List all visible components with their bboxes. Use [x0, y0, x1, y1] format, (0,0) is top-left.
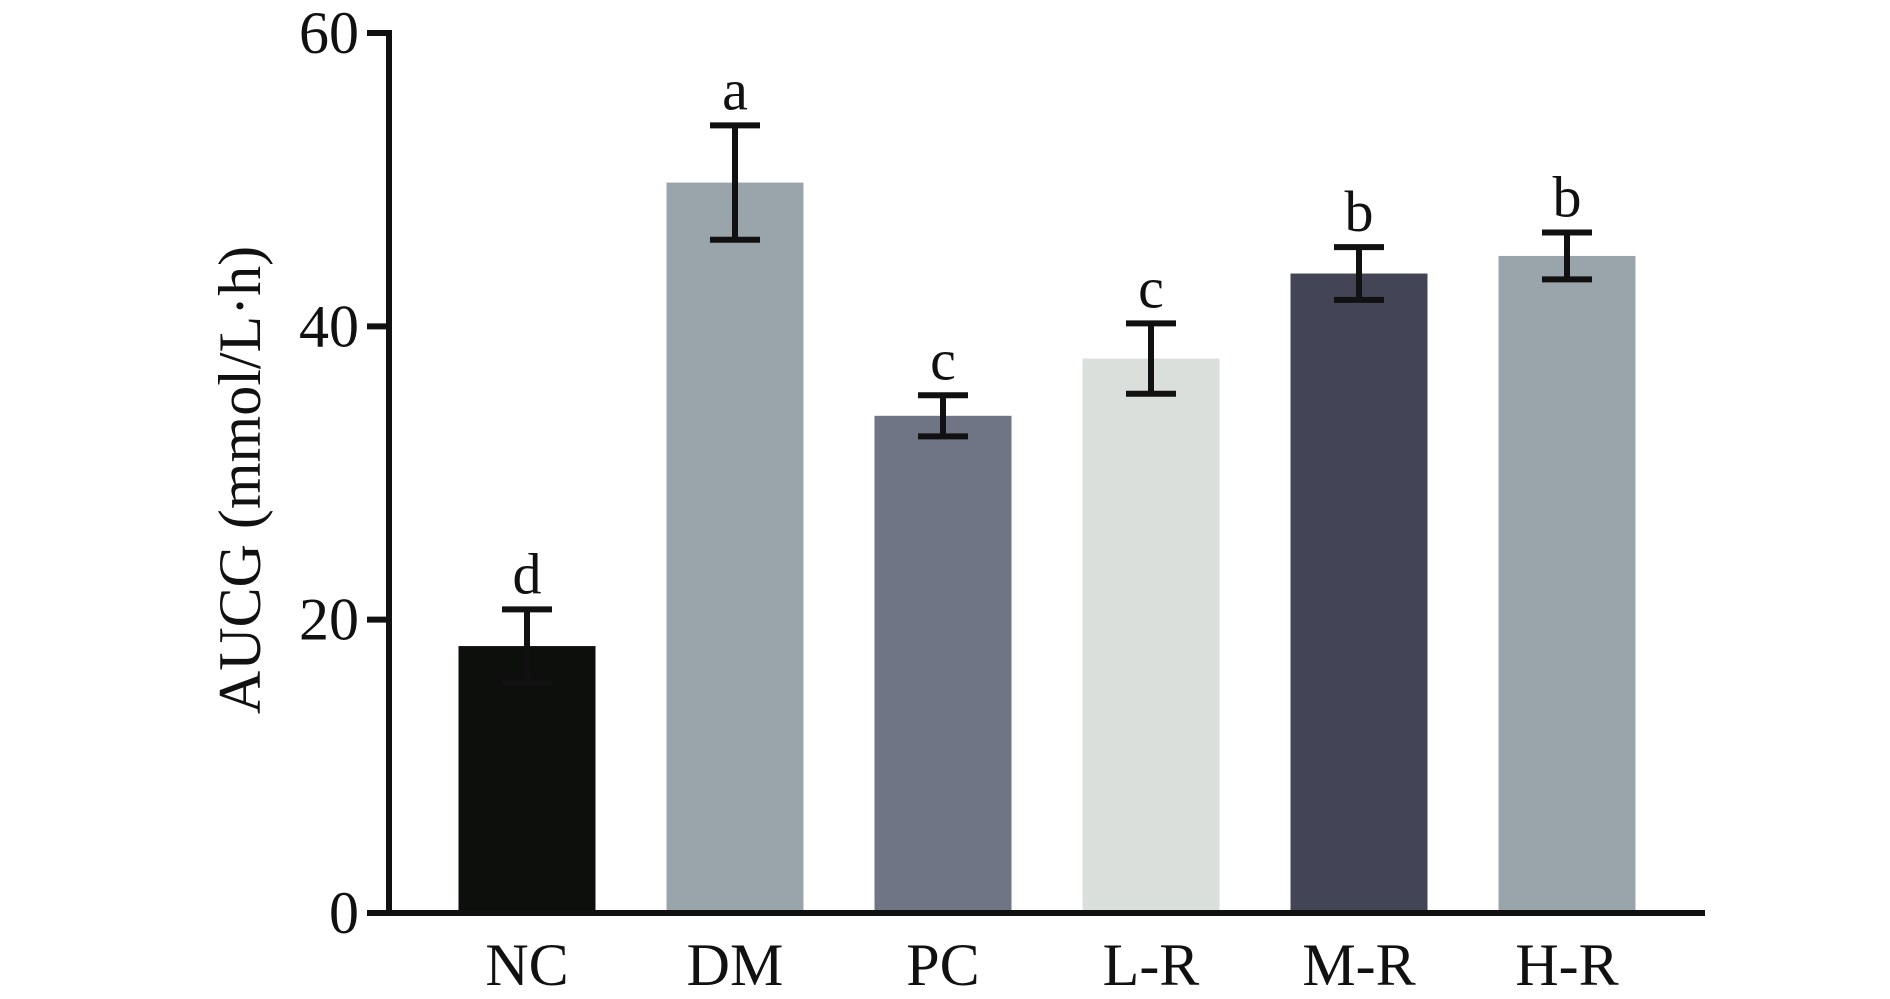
bar [874, 415, 1012, 913]
significance-letter: b [1345, 179, 1374, 244]
y-axis-label: AUCG (mmol/L·h) [207, 246, 273, 714]
error-bar [1334, 244, 1384, 303]
error-bar [710, 122, 760, 243]
significance-letter: b [1553, 164, 1582, 229]
x-tick-label: H-R [1515, 932, 1618, 998]
y-tick-label: 60 [299, 0, 359, 66]
bar [1498, 255, 1636, 913]
x-tick-label: PC [906, 932, 979, 998]
x-tick-label: DM [687, 932, 784, 998]
significance-letter: d [513, 541, 542, 606]
bar [458, 646, 596, 913]
significance-letter: c [930, 327, 956, 392]
error-bar [1126, 320, 1176, 397]
error-bar [1542, 229, 1592, 283]
y-tick-label: 0 [329, 880, 359, 946]
y-tick-label: 40 [299, 293, 359, 359]
y-tick-label: 20 [299, 587, 359, 653]
error-bar [918, 392, 968, 440]
error-bar [502, 606, 552, 686]
bar [1290, 273, 1428, 913]
significance-letter: c [1138, 255, 1164, 320]
x-tick-label: L-R [1103, 932, 1200, 998]
bar [1082, 358, 1220, 914]
x-tick-label: NC [485, 932, 568, 998]
significance-letter: a [722, 57, 748, 122]
bar [666, 182, 804, 914]
x-tick-label: M-R [1302, 932, 1415, 998]
